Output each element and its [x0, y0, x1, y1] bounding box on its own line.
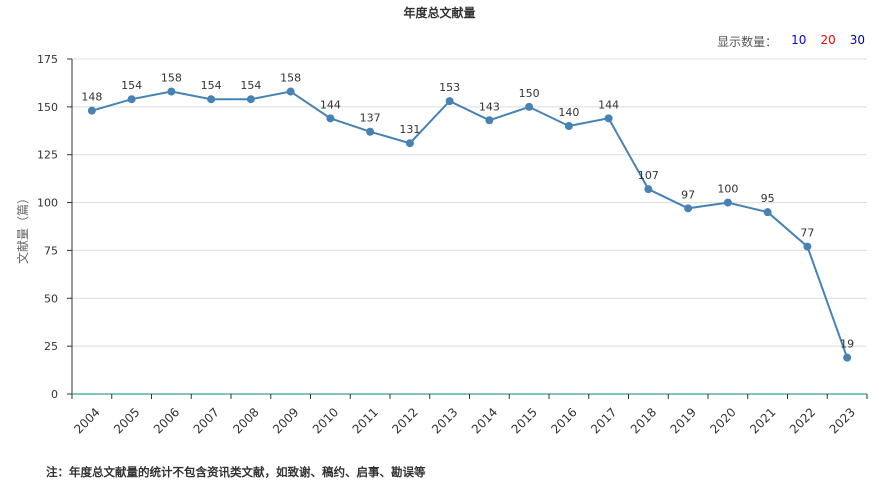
x-tick-label: 2006: [151, 405, 182, 436]
data-label: 150: [519, 87, 540, 100]
y-tick-label: 50: [44, 292, 58, 305]
data-label: 19: [840, 338, 854, 351]
x-tick-label: 2011: [350, 405, 381, 436]
x-tick-label: 2014: [469, 405, 500, 436]
data-labels: 148 154 158 154 154 158 144 137 131 153 143 150 140 1…: [81, 72, 854, 351]
data-point: [246, 95, 255, 104]
x-tick-label: 2022: [787, 405, 818, 436]
data-point: [763, 208, 772, 217]
x-tick-label: 2016: [548, 405, 579, 436]
display-count-option-10[interactable]: 10: [791, 33, 807, 47]
data-point: [843, 353, 852, 362]
y-tick-label: 100: [37, 197, 58, 210]
data-label: 154: [201, 79, 222, 92]
data-label: 154: [240, 79, 261, 92]
data-point: [167, 87, 176, 96]
data-label: 144: [598, 98, 619, 111]
data-label: 77: [800, 227, 814, 240]
display-count-label: 显示数量：: [717, 35, 778, 49]
data-point: [684, 204, 693, 213]
data-label: 153: [439, 81, 460, 94]
x-tick-label: 2018: [628, 405, 659, 436]
data-point: [127, 95, 136, 104]
data-point: [485, 116, 494, 125]
data-point: [723, 198, 732, 207]
x-tick-label: 2010: [310, 405, 341, 436]
data-point: [326, 114, 335, 123]
x-tick-label: 2012: [389, 405, 420, 436]
axes: [67, 58, 868, 399]
data-label: 143: [479, 100, 500, 113]
data-label: 154: [121, 79, 142, 92]
x-tick-label: 2005: [111, 405, 142, 436]
data-point: [405, 139, 414, 148]
data-point: [803, 242, 812, 251]
data-label: 148: [81, 91, 102, 104]
line-chart: 文献量（篇） 0 25 50 75 100 125 150 175 2004 2005 2006 20…: [15, 53, 868, 437]
data-label: 95: [761, 192, 775, 205]
display-count-option-20[interactable]: 20: [820, 33, 836, 47]
x-tick-label: 2013: [429, 405, 460, 436]
y-tick-label: 0: [51, 388, 58, 401]
data-point: [87, 106, 96, 115]
data-label: 144: [320, 98, 341, 111]
footnote: 注：年度总文献量的统计不包含资讯类文献，如致谢、稿约、启事、勘误等: [46, 465, 426, 479]
x-tick-label: 2008: [230, 405, 261, 436]
y-tick-label: 175: [37, 53, 58, 66]
data-label: 100: [717, 183, 738, 196]
x-tick-label: 2015: [509, 405, 540, 436]
y-axis-label: 文献量（篇）: [15, 192, 30, 264]
grid-lines: [72, 58, 867, 347]
data-label: 158: [161, 72, 182, 85]
chart-title: 年度总文献量: [403, 6, 476, 20]
data-point: [445, 97, 454, 106]
data-point: [604, 114, 613, 123]
data-label: 107: [638, 169, 659, 182]
data-label: 140: [558, 106, 579, 119]
data-point: [525, 102, 534, 111]
x-tick-label: 2023: [827, 405, 858, 436]
data-label: 131: [399, 123, 420, 136]
x-tick-label: 2007: [191, 405, 222, 436]
y-tick-label: 25: [44, 340, 58, 353]
display-count-control: 显示数量： 10 20 30: [717, 33, 865, 50]
data-point: [286, 87, 295, 96]
x-tick-label: 2019: [668, 405, 699, 436]
x-tick-label: 2021: [747, 405, 778, 436]
x-tick-label: 2004: [71, 405, 102, 436]
y-tick-label: 150: [37, 101, 58, 114]
x-tick-label: 2020: [707, 405, 738, 436]
display-count-option-30[interactable]: 30: [849, 33, 865, 47]
data-label: 137: [360, 112, 381, 125]
x-tick-label: 2017: [588, 405, 619, 436]
data-label: 158: [280, 72, 301, 85]
data-points: [87, 87, 852, 362]
data-point: [366, 127, 375, 136]
data-point: [644, 185, 653, 194]
series-line: [91, 90, 849, 358]
data-point: [564, 122, 573, 130]
x-tick-label: 2009: [270, 405, 301, 436]
y-tick-label: 125: [37, 149, 58, 162]
y-tick-label: 75: [44, 244, 58, 257]
data-point: [207, 95, 216, 104]
data-label: 97: [681, 188, 695, 201]
tick-labels: 0 25 50 75 100 125 150 175 2004 2005 2006 2007 2008 2…: [37, 53, 858, 437]
